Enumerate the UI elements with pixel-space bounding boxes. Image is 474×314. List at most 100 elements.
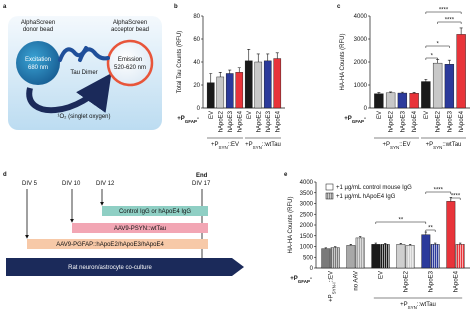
bar-label: Control IgG or hApoE4 IgG [119, 209, 191, 215]
error-bar [324, 247, 328, 249]
significance-label: **** [451, 194, 461, 200]
oxygen-label: ¹O₂ (singlet oxygen) [57, 114, 110, 120]
x-tick-label: EV [424, 111, 430, 119]
bar [432, 62, 443, 109]
group-label-part: ::wtTau [442, 142, 461, 148]
culture-arrow [6, 258, 244, 276]
x-tick-label: hApoE3 [429, 270, 435, 292]
end-label: End [196, 173, 208, 179]
group-label: +PSYN::wtTau [400, 302, 436, 310]
row-label-part: +P [177, 116, 185, 122]
bar-label: AAV9-PGFAP::hApoE2/hApoE3/hApoE4 [56, 242, 164, 248]
x-tick-label: hApoE2 [389, 110, 395, 132]
row-label: +PGFAP- [344, 116, 366, 124]
legend-label: +1 µg/mL control mouse IgG [336, 185, 412, 191]
group-label-part: ::wtTau [417, 302, 436, 308]
x-tick-label: hApoE2 [436, 110, 442, 132]
group-label: +PSYN::EV [211, 142, 239, 150]
group-label-part: ::EV [399, 142, 410, 148]
legend-label: +1 µg/mL hApoE4 IgG [336, 194, 396, 200]
row-label: +PGFAP- [177, 116, 199, 124]
group-label-sub: SYN [253, 145, 262, 150]
y-tick-label: 20 [193, 83, 200, 89]
significance-label: ** [398, 218, 403, 224]
x-tick-label: hApoE4 [275, 110, 281, 132]
row-label-part: - [197, 116, 199, 122]
bar [380, 244, 390, 269]
group-label-part: +P [382, 142, 390, 148]
treatment-bar [27, 239, 208, 249]
x-tick-label: hApoE4 [237, 110, 243, 132]
x-tick-label: hApoE3 [228, 110, 234, 132]
bar [455, 244, 465, 269]
row-label-part: - [310, 276, 312, 282]
bar [430, 244, 440, 269]
error-bar [433, 242, 437, 245]
error-bar [333, 246, 337, 248]
row-label-part: +P [344, 116, 352, 122]
bar-label: Rat neuron/astrocyte co-culture [68, 265, 152, 271]
significance-label: * [431, 54, 434, 60]
group-label-sub: SYN [390, 145, 399, 150]
group-label-part: ::EV [228, 142, 239, 148]
y-tick-label: 2500 [300, 212, 314, 218]
error-bar [383, 242, 387, 245]
group-label: +PSYN::wtTau [426, 142, 462, 150]
group-label-part: +P [400, 302, 408, 308]
bar [216, 76, 225, 109]
x-tick-label-part: +P [329, 294, 335, 302]
day-label: DIV 12 [96, 181, 115, 187]
significance-bracket [450, 197, 461, 200]
x-tick-label: hApoE4 [459, 110, 465, 132]
x-tick-label: hApoE2 [256, 110, 262, 132]
legend-swatch [325, 183, 334, 191]
treatment-bar [72, 223, 208, 233]
significance-bracket [375, 221, 427, 224]
bar [409, 93, 419, 109]
significance-label: **** [439, 8, 449, 14]
legend-swatch [325, 192, 334, 200]
x-tick-label: +PSYN-I::EV [329, 271, 337, 302]
bar [355, 237, 365, 269]
error-bar [458, 242, 462, 245]
x-tick-label: EV [247, 111, 253, 119]
error-bar [237, 67, 241, 73]
group-label-sub: SYN [408, 305, 417, 310]
error-bar [459, 27, 463, 35]
x-tick-label: no AAV [354, 271, 360, 291]
error-bar [377, 92, 381, 94]
bar [263, 60, 272, 109]
group-label-sub: SYN [218, 145, 227, 150]
y-tick-label: 60 [193, 37, 200, 43]
y-tick-label: 3000 [300, 202, 314, 208]
bar [254, 61, 263, 109]
row-label-sub: GFAP [298, 279, 310, 284]
panel-label: b [174, 4, 178, 10]
bar [374, 93, 384, 109]
y-axis-label: HA-HA Counts (RFU) [340, 33, 346, 90]
x-tick-label: hApoE3 [266, 110, 272, 132]
bar [421, 234, 431, 269]
bar [456, 34, 466, 109]
x-tick-label: hApoE3 [400, 110, 406, 132]
group-label-part: +P [245, 142, 253, 148]
y-tick-label: 3000 [354, 37, 368, 43]
x-tick-label: hApoE4 [412, 110, 418, 132]
panel-label: e [284, 172, 288, 178]
y-tick-label: 1000 [300, 245, 314, 251]
donor-label: AlphaScreen [21, 20, 55, 26]
donor-bead [16, 41, 60, 85]
row-label-part: - [364, 116, 366, 122]
significance-label: * [436, 42, 439, 48]
error-bar [218, 72, 222, 77]
bar [206, 82, 215, 109]
x-tick-label-part: ::EV [329, 271, 335, 282]
bar [244, 60, 253, 109]
error-bar [408, 244, 412, 246]
oxygen-arrow [26, 73, 112, 114]
group-label-part: +P [211, 142, 219, 148]
error-bar [389, 91, 393, 93]
x-tick-label: hApoE2 [404, 270, 410, 292]
